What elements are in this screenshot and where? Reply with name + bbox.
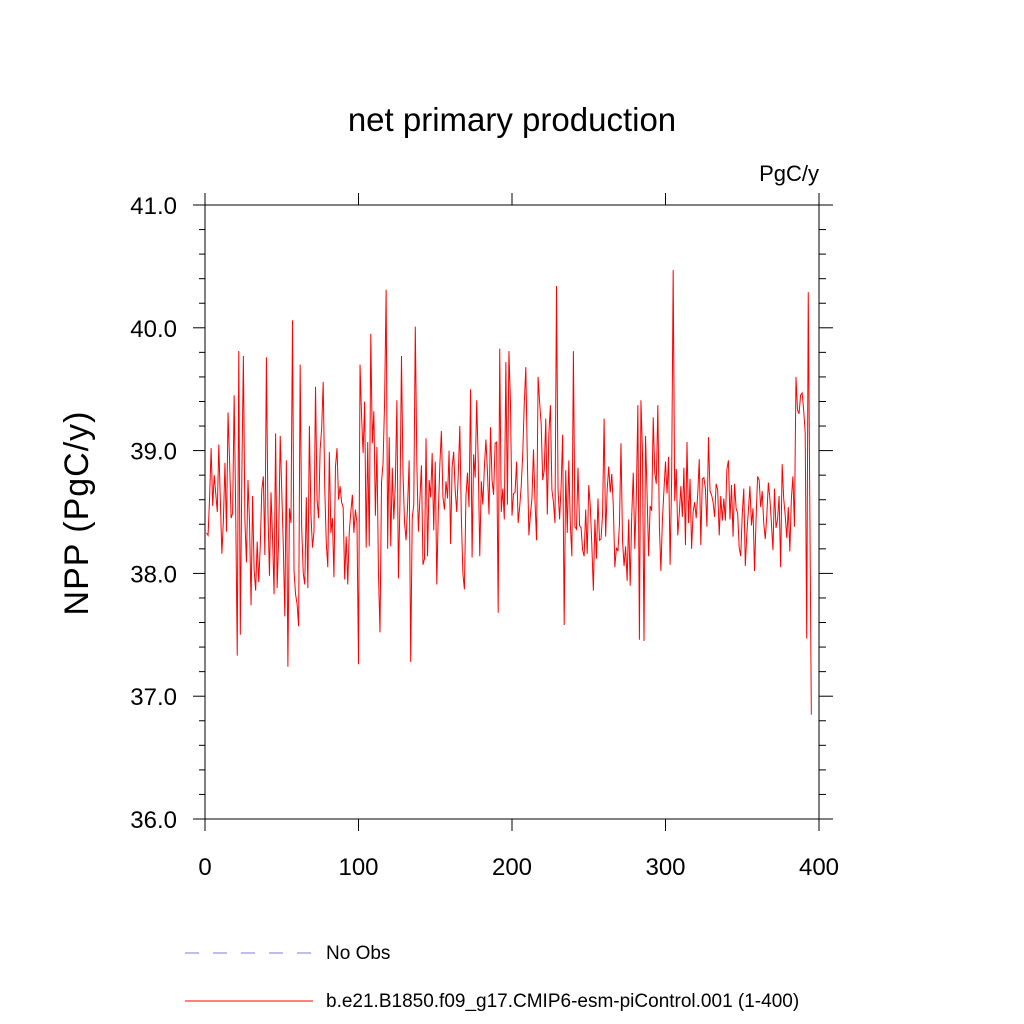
y-tick-label: 39.0	[130, 439, 177, 466]
chart-title: net primary production	[348, 101, 676, 138]
y-tick-label: 37.0	[130, 684, 177, 711]
y-axis-label: NPP (PgC/y)	[58, 411, 96, 616]
x-tick-label: 0	[198, 854, 211, 881]
plot-area: 0 100 200 300 400 36.0 37.0 38.0 39.0 40.0 41.0	[130, 193, 839, 881]
y-tick-label: 38.0	[130, 561, 177, 588]
legend-label-model: b.e21.B1850.f09_g17.CMIP6-esm-piControl.…	[326, 991, 799, 1012]
x-tick-label: 400	[799, 854, 839, 881]
legend-label-no-obs: No Obs	[326, 943, 390, 964]
series-line-model	[206, 270, 812, 715]
y-tick-label: 36.0	[130, 807, 177, 834]
axis-ticks	[193, 193, 833, 831]
y-tick-label: 40.0	[130, 316, 177, 343]
tick-labels: 0 100 200 300 400 36.0 37.0 38.0 39.0 40.0 41.0	[130, 193, 839, 881]
legend: No Obs b.e21.B1850.f09_g17.CMIP6-esm-piC…	[185, 943, 799, 1012]
x-tick-label: 200	[492, 854, 532, 881]
x-tick-label: 300	[645, 854, 685, 881]
series-layer	[206, 270, 812, 715]
x-tick-label: 100	[338, 854, 378, 881]
units-label: PgC/y	[759, 161, 819, 186]
y-tick-label: 41.0	[130, 193, 177, 220]
